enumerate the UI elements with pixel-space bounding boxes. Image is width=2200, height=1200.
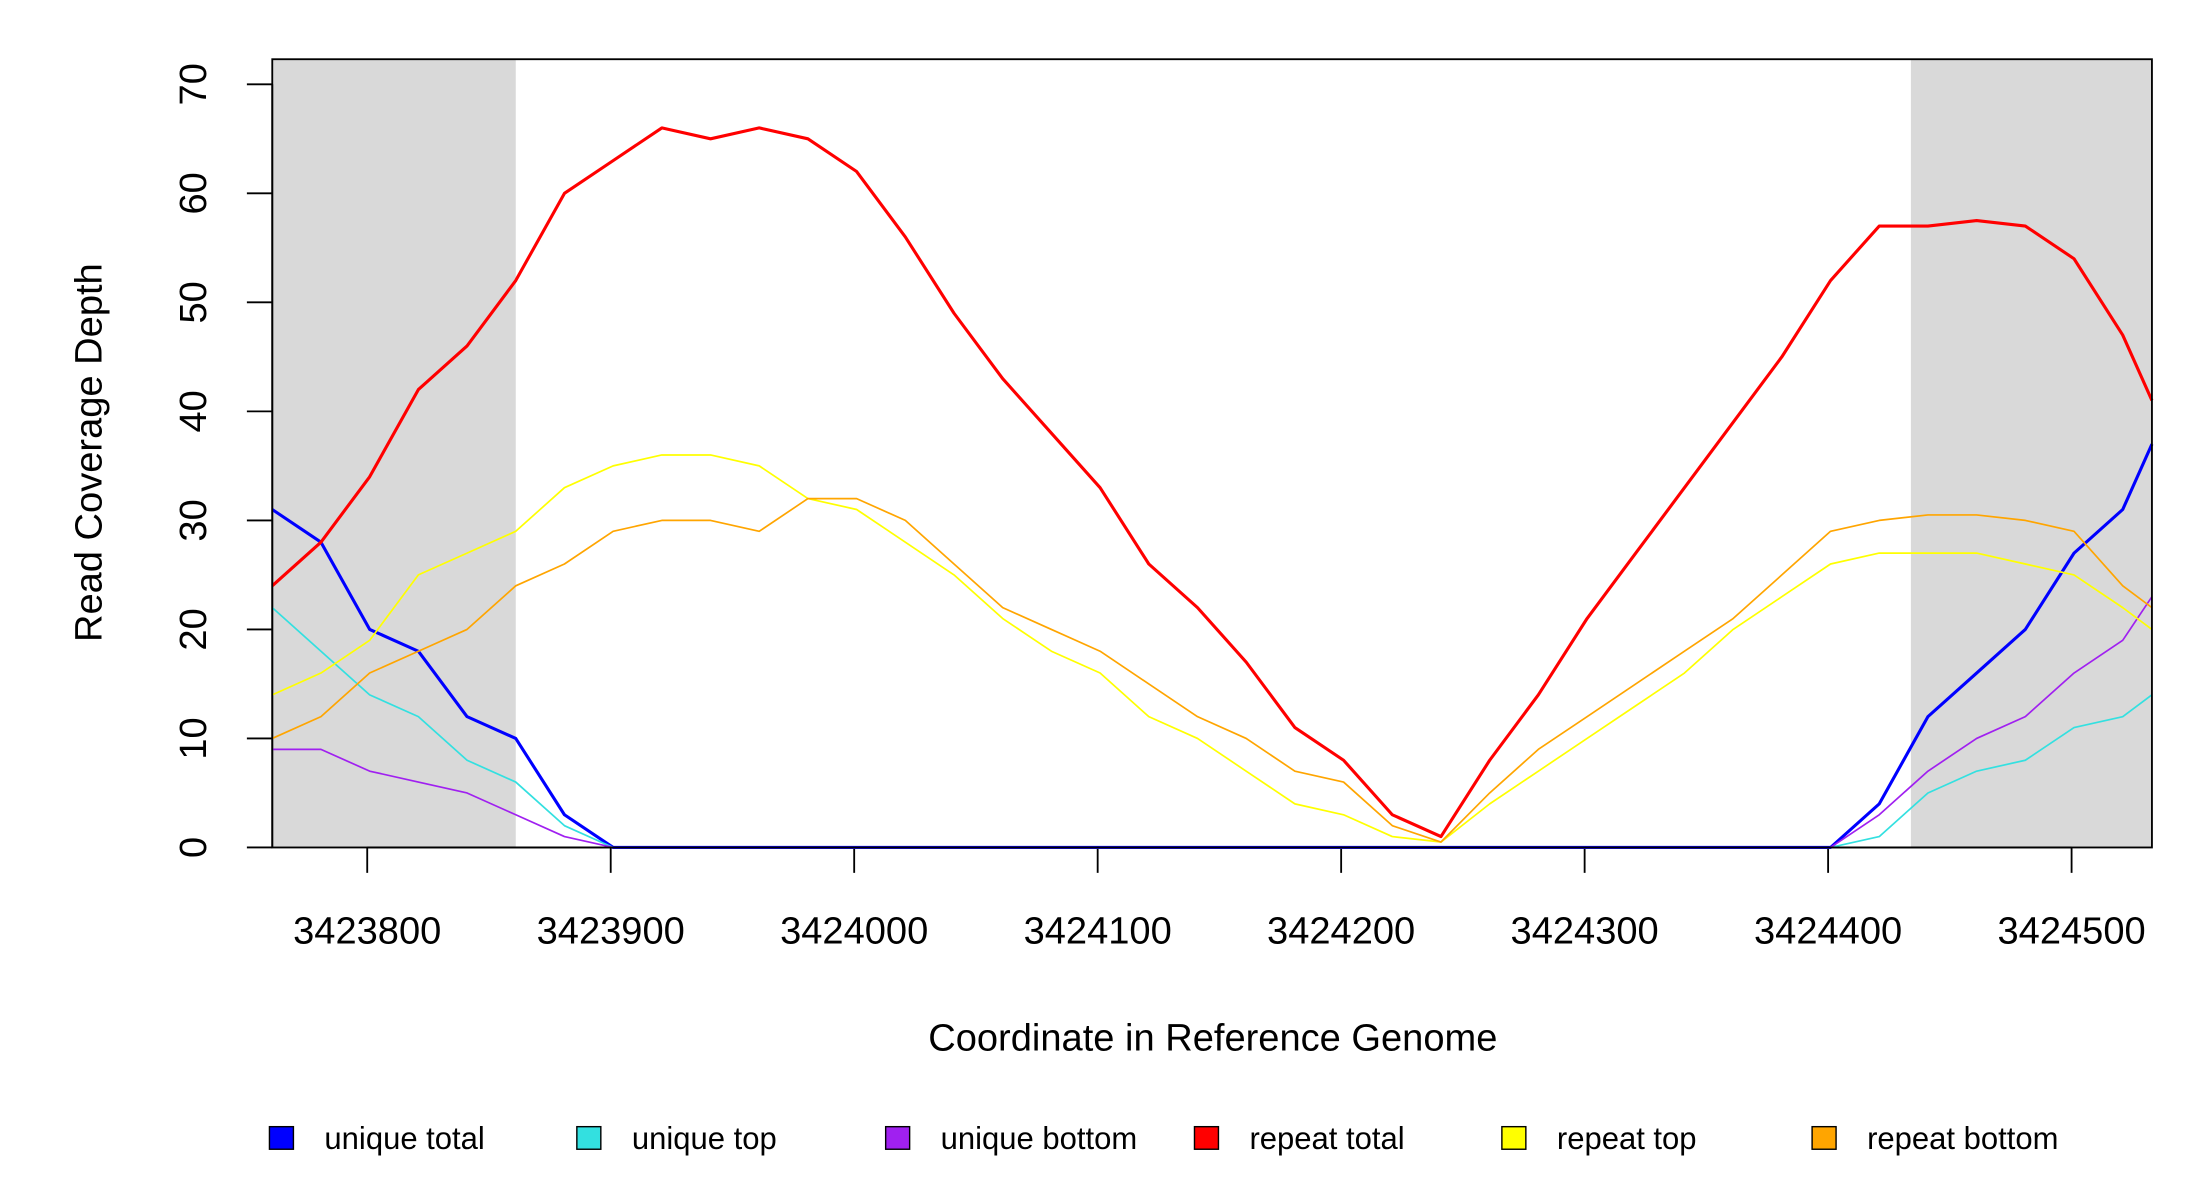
x-tick-label: 3424100 — [1024, 910, 1172, 952]
x-tick-label: 3423800 — [293, 910, 441, 952]
legend-swatch — [1193, 1125, 1220, 1150]
y-tick-label: 0 — [173, 837, 215, 858]
x-tick-label: 3424200 — [1267, 910, 1415, 952]
x-tick-label: 3424300 — [1511, 910, 1659, 952]
shaded-region — [1910, 59, 2152, 848]
y-tick-label: 20 — [173, 608, 215, 650]
y-axis-label: Read Coverage Depth — [69, 263, 111, 642]
x-tick-label: 3424400 — [1754, 910, 1902, 952]
legend-label: unique total — [324, 1121, 484, 1156]
legend-label: unique bottom — [941, 1121, 1138, 1156]
y-tick-label: 10 — [173, 717, 215, 759]
legend-swatch — [576, 1125, 602, 1150]
series-line — [272, 596, 2153, 849]
legend-label: repeat total — [1249, 1121, 1404, 1156]
y-tick-label: 40 — [173, 390, 215, 432]
legend-swatch — [268, 1125, 295, 1150]
y-tick-label: 30 — [173, 499, 215, 541]
series-line — [271, 497, 2153, 843]
legend-swatch — [884, 1125, 911, 1150]
shaded-region — [272, 59, 516, 848]
plot-frame — [271, 58, 2153, 849]
y-tick-label: 50 — [173, 281, 215, 323]
x-tick-label: 3423900 — [537, 910, 685, 952]
legend-label: repeat bottom — [1867, 1121, 2058, 1156]
y-tick-label: 70 — [173, 63, 215, 105]
legend-swatch — [1501, 1125, 1527, 1150]
x-tick-label: 3424500 — [1997, 910, 2145, 952]
legend-label: unique top — [632, 1121, 777, 1156]
series-line — [271, 443, 2154, 850]
legend-swatch — [1811, 1125, 1837, 1150]
series-line — [271, 454, 2153, 843]
x-tick-label: 3424000 — [780, 910, 928, 952]
y-tick-label: 60 — [173, 172, 215, 214]
x-axis-label: Coordinate in Reference Genome — [928, 1018, 1497, 1060]
series-line — [271, 126, 2154, 839]
legend-label: repeat top — [1557, 1121, 1697, 1156]
